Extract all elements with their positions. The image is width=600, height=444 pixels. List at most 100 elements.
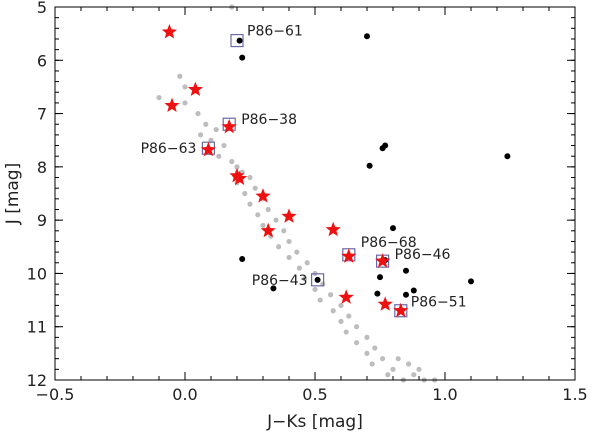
gray-points-layer	[156, 4, 438, 383]
black-point	[366, 162, 373, 169]
annotation-label: P86−51	[411, 295, 467, 311]
gray-point	[229, 158, 235, 165]
black-point	[379, 145, 386, 152]
y-tick-labels: 5 6 7 8 9 10 11 12	[27, 0, 47, 390]
y-tick-label: 6	[37, 51, 47, 70]
black-point	[239, 256, 246, 263]
candidate-box	[311, 273, 325, 287]
plot-frame	[54, 6, 576, 381]
gray-point	[364, 334, 370, 340]
gray-point	[296, 265, 302, 271]
gray-point	[286, 238, 292, 245]
red-stars-layer	[161, 24, 409, 318]
black-point	[377, 274, 383, 281]
gray-point	[273, 217, 279, 223]
gray-point	[286, 254, 292, 261]
gray-point	[252, 185, 258, 191]
gray-point	[234, 164, 240, 170]
ticks-layer	[54, 6, 576, 381]
gray-point	[328, 292, 334, 298]
red-star-point	[229, 167, 245, 183]
gray-point	[177, 73, 183, 79]
black-point	[403, 267, 409, 274]
x-axis-label: J−Ks [mag]	[266, 412, 363, 432]
black-point	[236, 37, 243, 44]
gray-point	[416, 366, 422, 372]
gray-point	[156, 94, 162, 101]
red-star-point	[200, 141, 217, 157]
black-point	[390, 225, 396, 232]
red-star-point	[338, 289, 354, 304]
annotation-label: P86−43	[252, 273, 308, 289]
gray-point	[276, 244, 282, 250]
gray-point	[406, 361, 412, 367]
gray-point	[372, 345, 378, 351]
red-star-point	[281, 208, 297, 223]
y-tick-label: 11	[27, 318, 47, 337]
red-star-point	[325, 221, 341, 237]
black-point	[403, 291, 409, 298]
red-star-point	[161, 24, 178, 39]
red-star-point	[255, 188, 271, 203]
gray-point	[182, 100, 188, 106]
gray-point	[346, 313, 352, 319]
y-tick-label: 5	[37, 0, 47, 17]
annotation-label: P86−63	[141, 141, 197, 157]
gray-point	[242, 190, 248, 197]
y-tick-label: 8	[37, 158, 47, 177]
red-star-point	[393, 302, 409, 318]
gray-point	[198, 132, 204, 138]
gray-point	[354, 324, 360, 330]
gray-point	[294, 249, 300, 255]
gray-point	[213, 126, 219, 133]
black-point	[314, 276, 321, 283]
gray-point	[302, 276, 308, 282]
x-tick-label: −0.5	[36, 385, 75, 404]
red-star-point	[187, 81, 204, 97]
x-tick-label: 0.5	[302, 385, 327, 404]
gray-point	[208, 137, 214, 143]
black-point	[410, 287, 417, 294]
gray-point	[338, 318, 344, 324]
gray-point	[390, 366, 396, 372]
x-tick-labels: −0.5 0.0 0.5 1.0 1.5	[36, 385, 588, 404]
gray-point	[312, 286, 318, 293]
red-star-point	[377, 296, 393, 311]
gray-point	[343, 329, 349, 335]
annotation-label: P86−46	[395, 247, 451, 263]
black-point	[239, 54, 246, 61]
gray-point	[247, 174, 253, 181]
black-point	[468, 278, 474, 285]
gray-point	[354, 340, 360, 346]
y-axis-label: J [mag]	[3, 163, 23, 225]
annotation-label: P86−68	[361, 235, 417, 251]
y-tick-label: 10	[27, 264, 47, 283]
gray-point	[195, 110, 201, 117]
gray-point	[380, 356, 386, 362]
gray-point	[317, 297, 323, 303]
gray-point	[265, 206, 271, 213]
gray-point	[304, 260, 310, 266]
y-tick-label: 9	[37, 211, 47, 230]
gray-point	[182, 84, 188, 90]
red-star-point	[341, 248, 357, 263]
y-tick-label: 7	[37, 105, 47, 124]
black-point	[504, 153, 511, 160]
gray-point	[411, 372, 417, 378]
gray-point	[281, 228, 287, 234]
black-point	[270, 285, 277, 292]
x-tick-label: 1.0	[432, 385, 457, 404]
red-star-point	[164, 97, 180, 113]
gray-point	[221, 142, 227, 149]
x-tick-label: 0.0	[172, 385, 197, 404]
gray-point	[216, 153, 222, 159]
gray-point	[364, 350, 370, 356]
gray-point	[255, 212, 261, 218]
gray-point	[260, 222, 266, 229]
gray-point	[330, 308, 336, 314]
gray-point	[385, 372, 391, 378]
candidate-box	[230, 33, 244, 48]
annotation-label: P86−38	[241, 112, 297, 128]
